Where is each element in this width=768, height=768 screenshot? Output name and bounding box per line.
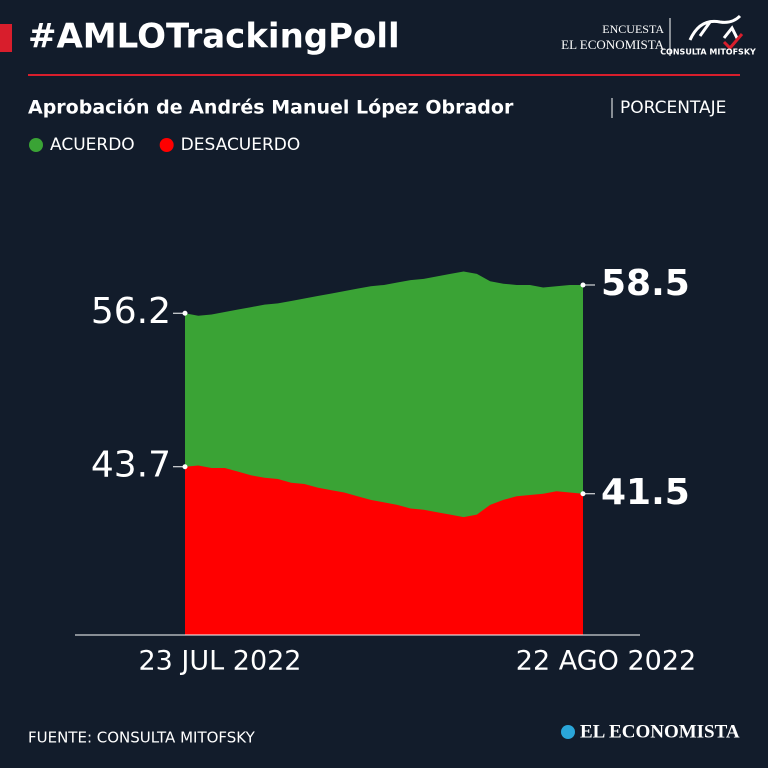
legend-swatch [29,138,43,152]
pollster-logo [688,14,742,41]
legend-swatch [159,138,174,152]
value-dot [580,282,586,288]
value-label: 56.2 [91,291,171,332]
value-dot [580,491,586,497]
value-label: 58.5 [601,263,690,304]
pollster-label: CONSULTA MITOFSKY [660,48,756,57]
survey-label: ENCUESTA [602,22,664,36]
area [185,465,583,635]
x-tick-label: 23 JUL 2022 [138,646,301,677]
check-icon [722,33,744,51]
value-dot [182,310,188,316]
footer-logo: EL ECONOMISTA [580,721,740,742]
plot: 56.2 58.5 43.7 41.5 23 JUL 2022 22 AGO 2022 [75,263,696,677]
value-label: 41.5 [601,472,690,513]
x-tick-label: 22 AGO 2022 [516,646,696,677]
legend-label: ACUERDO [50,135,135,155]
subtitle: Aprobación de Andrés Manuel López Obrado… [28,97,514,119]
footer-logo-icon [561,725,575,739]
value-label: 43.7 [91,445,171,486]
title: #AMLOTrackingPoll [28,17,400,57]
legend: ACUERDO DESACUERDO [29,135,300,155]
source: FUENTE: CONSULTA MITOFSKY [28,729,256,747]
paper-label: EL ECONOMISTA [561,37,664,52]
legend-label: DESACUERDO [181,135,301,155]
accent-bar [0,24,12,52]
value-dot [182,464,188,470]
unit: PORCENTAJE [620,98,726,118]
